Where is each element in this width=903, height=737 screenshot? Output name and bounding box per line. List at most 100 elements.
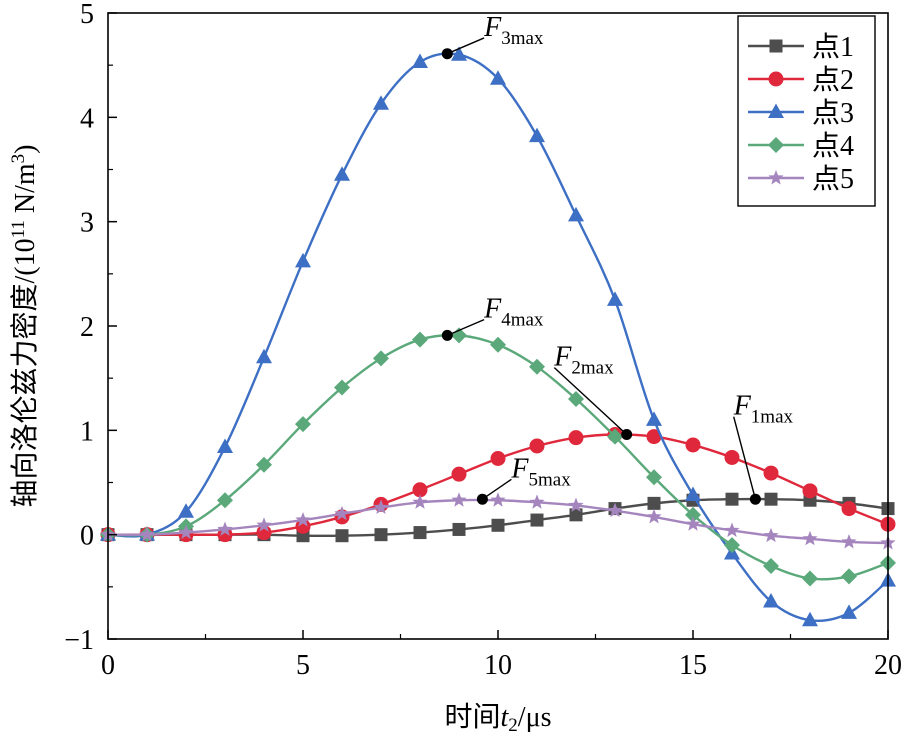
data-point <box>374 528 388 542</box>
data-point <box>724 537 740 554</box>
data-point <box>568 206 584 222</box>
legend-label: 点3 <box>812 98 854 129</box>
data-point <box>529 358 545 375</box>
data-point <box>646 508 662 524</box>
data-point <box>490 336 506 353</box>
legend-marker <box>768 103 784 118</box>
data-point <box>529 494 545 509</box>
data-point <box>334 166 350 181</box>
data-point <box>685 516 701 531</box>
data-point <box>530 513 544 527</box>
data-point <box>802 483 818 499</box>
data-point <box>529 127 545 143</box>
data-point <box>646 429 662 445</box>
data-point <box>646 469 662 486</box>
data-point <box>763 527 779 543</box>
annotation-label: F5max <box>510 453 571 490</box>
y-tick-label: −1 <box>64 625 94 656</box>
data-point <box>568 391 584 408</box>
annotation-label: F3max <box>483 12 544 49</box>
y-tick-label: 5 <box>80 0 94 30</box>
data-point <box>607 291 623 306</box>
annotation-leader <box>553 367 628 436</box>
data-point <box>568 497 584 512</box>
annotation-3max: F3max <box>441 12 544 60</box>
annotation-label: F1max <box>733 391 794 428</box>
legend-marker <box>768 170 784 185</box>
data-point <box>841 568 857 585</box>
x-tick-label: 5 <box>296 650 310 681</box>
annotation-leader <box>447 37 485 55</box>
data-point <box>334 505 350 521</box>
data-point <box>841 533 857 549</box>
y-axis-label: 轴向洛伦兹力密度/(1011 N/m3) <box>8 144 42 507</box>
data-point <box>412 331 428 348</box>
data-point <box>685 486 701 502</box>
annotation-1max: F1max <box>733 391 794 505</box>
data-point <box>647 496 661 510</box>
data-point <box>412 482 428 498</box>
data-point <box>568 430 584 446</box>
data-point <box>724 449 740 465</box>
data-point <box>569 508 583 522</box>
y-tick-label: 4 <box>80 103 94 134</box>
data-point <box>685 506 701 523</box>
annotation-leader <box>482 478 512 500</box>
legend-label: 点2 <box>812 65 854 96</box>
legend-marker <box>769 39 783 53</box>
data-point <box>490 70 506 85</box>
data-point <box>373 95 389 110</box>
data-point <box>412 494 428 509</box>
data-point <box>725 492 739 506</box>
legend-label: 点5 <box>812 164 854 195</box>
data-point <box>763 557 779 574</box>
data-point <box>491 518 505 532</box>
x-tick-label: 20 <box>874 650 902 681</box>
data-point <box>607 502 623 518</box>
x-tick-label: 10 <box>484 650 512 681</box>
annotation-leader <box>733 416 757 500</box>
data-point <box>295 252 311 268</box>
annotation-dot <box>621 429 633 441</box>
data-point <box>256 456 272 473</box>
data-point <box>217 438 233 454</box>
annotation-4max: F4max <box>441 294 544 341</box>
data-point <box>139 526 155 542</box>
annotation-dot <box>476 493 488 505</box>
legend-label: 点4 <box>812 131 854 162</box>
legend-item-3: 点3 <box>748 98 854 129</box>
y-tick-label: 0 <box>80 521 94 552</box>
data-point <box>763 592 779 608</box>
data-point <box>373 499 389 515</box>
data-point <box>217 521 233 536</box>
data-point <box>764 492 778 506</box>
annotation-label: F2max <box>553 342 614 379</box>
data-point <box>295 518 311 534</box>
data-point <box>490 451 506 467</box>
x-tick-label: 15 <box>679 650 707 681</box>
data-point <box>412 53 428 69</box>
legend-item-5: 点5 <box>748 164 854 195</box>
annotation-label: F4max <box>483 294 544 331</box>
data-point <box>802 611 818 627</box>
data-point <box>763 465 779 481</box>
legend-item-4: 点4 <box>748 131 854 162</box>
y-tick-label: 2 <box>80 312 94 343</box>
annotation-dot <box>749 493 761 505</box>
x-tick-label: 0 <box>101 650 115 681</box>
data-point <box>217 492 233 509</box>
data-point <box>413 526 427 540</box>
data-point <box>802 530 818 546</box>
data-point <box>529 438 545 454</box>
data-point <box>256 517 272 532</box>
data-point <box>256 348 272 364</box>
data-point <box>295 512 311 527</box>
data-point <box>178 503 194 518</box>
data-point <box>334 379 350 396</box>
x-axis-label: 时间t2/μs <box>445 701 552 736</box>
